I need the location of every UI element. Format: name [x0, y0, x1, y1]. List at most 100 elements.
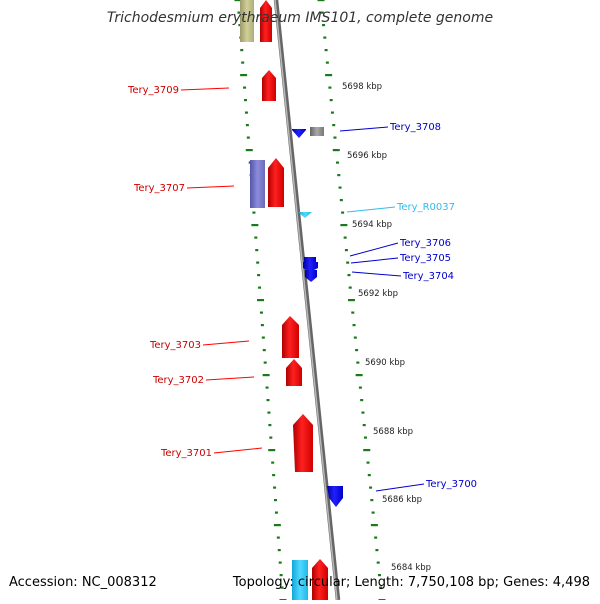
left-track-tick — [257, 274, 261, 277]
left-track-tick — [255, 249, 259, 252]
right-track-tick — [377, 574, 381, 577]
left-track-tick — [244, 111, 248, 114]
gene-label[interactable]: Tery_3708 — [389, 122, 441, 133]
gene-feature-tery-3703[interactable] — [282, 316, 299, 358]
left-track-tick — [234, 0, 242, 2]
left-track-tick — [259, 311, 263, 314]
right-track-tick — [361, 411, 365, 414]
gene-feature-tery-3707-purple[interactable] — [250, 160, 265, 208]
gene-label[interactable]: Tery_3705 — [399, 253, 451, 264]
right-track-tick — [332, 149, 340, 152]
gene-feature-bottom-red[interactable] — [312, 559, 328, 600]
gene-feature-bottom-cyan[interactable] — [292, 560, 308, 600]
right-track-tick — [324, 49, 328, 52]
left-track-tick — [251, 224, 259, 227]
topology-text: Topology: circular; Length: 7,750,108 bp… — [232, 575, 590, 590]
left-track-tick — [265, 386, 269, 389]
gene-feature-tery-3701[interactable] — [293, 414, 313, 472]
gene-leader-line — [213, 447, 263, 454]
right-track-tick — [325, 61, 329, 64]
gene-feature-tery-3708[interactable] — [310, 127, 324, 136]
left-tick-track — [234, 0, 287, 602]
left-track-tick — [260, 324, 264, 327]
gene-features — [240, 0, 343, 600]
right-track-tick — [370, 499, 374, 502]
gene-feature-tery-3707[interactable] — [268, 158, 284, 207]
gene-feature-tery-3704[interactable] — [305, 270, 317, 282]
kbp-scale-labels: 5698 kbp 5696 kbp 5694 kbp 5692 kbp 5690 kbp… — [342, 82, 431, 573]
right-track-tick — [347, 274, 351, 277]
right-track-tick — [332, 124, 336, 127]
left-track-tick — [263, 361, 267, 364]
gene-feature-tery-3702[interactable] — [286, 359, 302, 386]
right-track-tick — [358, 386, 362, 389]
left-track-tick — [257, 299, 264, 302]
right-track-tick — [363, 436, 367, 439]
left-track-tick — [241, 61, 245, 64]
left-track-tick — [243, 86, 247, 89]
gene-label[interactable]: Tery_3704 — [402, 271, 454, 282]
right-track-tick — [356, 361, 360, 364]
gene-label[interactable]: Tery_3703 — [149, 340, 201, 351]
right-track-tick — [340, 224, 348, 227]
right-track-tick — [348, 299, 355, 302]
right-track-tick — [363, 449, 371, 452]
accession-text: Accession: NC_008312 — [9, 575, 157, 590]
left-track-tick — [252, 211, 256, 214]
left-track-tick — [267, 411, 271, 414]
right-track-tick — [317, 0, 325, 2]
left-track-tick — [262, 374, 270, 377]
gene-label[interactable]: Tery_3707 — [133, 183, 185, 194]
right-track-tick — [366, 461, 370, 464]
right-track-tick — [328, 86, 332, 89]
left-track-tick — [262, 349, 266, 352]
right-track-tick — [322, 24, 326, 27]
right-track-tick — [337, 174, 341, 177]
right-track-tick — [355, 374, 363, 377]
gene-feature-tery-3700[interactable] — [327, 486, 343, 507]
gene-leader-line — [339, 126, 389, 132]
left-track-tick — [278, 561, 282, 564]
right-track-tick — [333, 136, 337, 139]
gene-feature-olive[interactable] — [240, 0, 254, 42]
left-gene-labels: Tery_3709 Tery_3707 Tery_3703 Tery_3702 Tery… — [127, 85, 263, 459]
kbp-label: 5686 kbp — [382, 495, 422, 505]
gene-label[interactable]: Tery_R0037 — [396, 202, 455, 213]
gene-label[interactable]: Tery_3709 — [127, 85, 179, 96]
right-track-tick — [320, 11, 324, 14]
right-tick-track — [317, 0, 386, 602]
gene-label[interactable]: Tery_3700 — [425, 479, 477, 490]
left-track-tick — [274, 499, 277, 502]
right-track-tick — [375, 549, 379, 552]
left-track-tick — [240, 74, 248, 77]
left-track-tick — [280, 586, 284, 589]
right-track-tick — [351, 311, 355, 314]
right-track-tick — [330, 111, 334, 114]
gene-feature-tery-3705[interactable] — [303, 262, 318, 272]
left-track-tick — [276, 536, 280, 539]
gene-feature-top-red[interactable] — [260, 0, 272, 42]
kbp-label: 5688 kbp — [373, 427, 413, 437]
left-track-tick — [237, 11, 241, 14]
kbp-label: 5694 kbp — [352, 220, 392, 230]
kbp-label: 5692 kbp — [358, 289, 398, 299]
right-track-tick — [367, 474, 371, 477]
left-track-tick — [258, 286, 262, 289]
right-track-tick — [370, 524, 378, 527]
kbp-label: 5698 kbp — [342, 82, 382, 92]
gene-leader-line — [351, 271, 402, 277]
left-track-tick — [277, 549, 281, 552]
gene-feature-tery-r0037[interactable] — [298, 212, 312, 218]
left-track-tick — [256, 261, 260, 264]
gene-label[interactable]: Tery_3706 — [399, 238, 451, 249]
right-track-tick — [355, 349, 359, 352]
gene-label[interactable]: Tery_3701 — [160, 448, 212, 459]
gene-feature-tery-3709[interactable] — [262, 70, 276, 101]
right-track-tick — [353, 336, 357, 339]
left-track-tick — [261, 336, 265, 339]
left-track-tick — [254, 236, 258, 239]
gene-feature-tery-3708-blue[interactable] — [292, 129, 306, 138]
gene-label[interactable]: Tery_3702 — [152, 375, 204, 386]
left-track-tick — [273, 486, 277, 489]
